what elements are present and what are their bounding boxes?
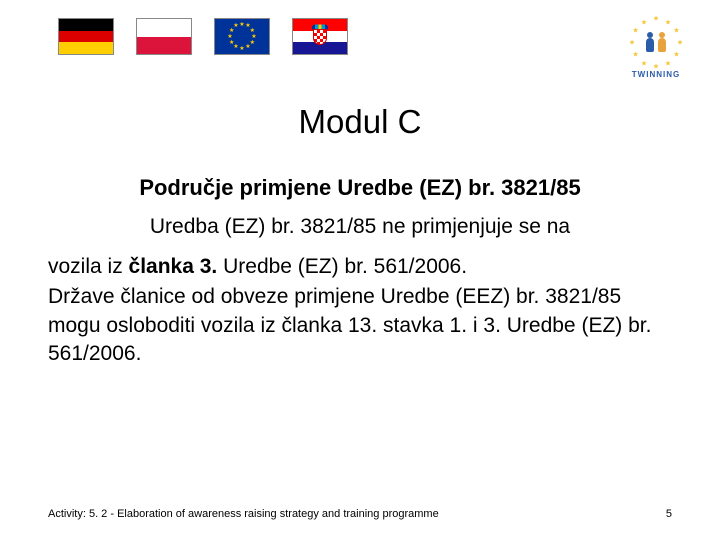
body-paragraph-2: Države članice od obveze primjene Uredbe…	[48, 283, 670, 368]
slide-title: Modul C	[0, 103, 720, 141]
flag-poland	[136, 18, 192, 55]
slide-header: ★ ★ ★ ★ ★ ★ ★ ★ ★ ★ ★ ★ ★ ★ ★ ★ ★	[0, 0, 720, 79]
slide-subheading: Uredba (EZ) br. 3821/85 ne primjenjuje s…	[0, 215, 720, 239]
flag-germany	[58, 18, 114, 55]
p1-pre: vozila iz	[48, 255, 129, 278]
footer-activity: Activity: 5. 2 - Elaboration of awarenes…	[48, 508, 439, 520]
body-paragraph-1: vozila iz članka 3. Uredbe (EZ) br. 561/…	[48, 253, 670, 281]
slide-body: vozila iz članka 3. Uredbe (EZ) br. 561/…	[0, 253, 720, 368]
flag-eu: ★ ★ ★ ★ ★ ★ ★ ★ ★ ★ ★ ★	[214, 18, 270, 55]
footer-page-number: 5	[666, 508, 672, 520]
p1-bold: članka 3.	[129, 255, 218, 278]
twinning-label: TWINNING	[632, 70, 680, 79]
p1-post: Uredbe (EZ) br. 561/2006.	[217, 255, 467, 278]
twinning-logo: ★ ★ ★ ★ ★ ★ ★ ★ ★ ★ ★ ★ TWINNING	[622, 18, 690, 79]
slide-footer: Activity: 5. 2 - Elaboration of awarenes…	[48, 508, 672, 520]
slide-subtitle: Područje primjene Uredbe (EZ) br. 3821/8…	[0, 175, 720, 201]
flag-row: ★ ★ ★ ★ ★ ★ ★ ★ ★ ★ ★ ★	[58, 18, 348, 55]
eu-stars: ★ ★ ★ ★ ★ ★ ★ ★ ★ ★ ★ ★	[230, 25, 254, 49]
flag-croatia	[292, 18, 348, 55]
